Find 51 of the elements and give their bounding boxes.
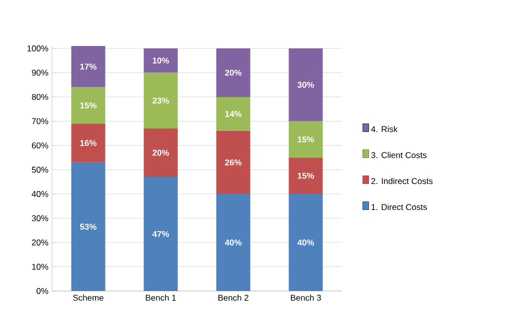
bar <box>216 96 250 131</box>
data-label: 10% <box>152 58 170 64</box>
y-tick-label: 0% <box>36 288 48 294</box>
bar <box>216 48 250 97</box>
bar <box>216 194 250 291</box>
bar <box>144 72 178 128</box>
data-label: 17% <box>80 64 97 70</box>
bar <box>288 194 323 291</box>
bar <box>144 128 178 177</box>
bar <box>71 162 106 291</box>
x-tick-label: Bench 2 <box>218 294 248 301</box>
data-label: 40% <box>224 239 242 246</box>
bar <box>288 48 323 122</box>
y-tick-label: 20% <box>32 239 48 246</box>
bar <box>144 48 178 73</box>
data-label: 14% <box>225 110 242 117</box>
y-tick-label: 80% <box>32 94 48 100</box>
data-label: 40% <box>297 239 314 246</box>
x-tick-label: Scheme <box>73 294 104 301</box>
y-tick-label: 70% <box>32 118 48 124</box>
bar <box>71 46 106 88</box>
data-label: 20% <box>225 70 242 76</box>
bar <box>144 176 178 291</box>
legend-label: 4. Risk <box>371 126 398 132</box>
bar <box>288 121 323 158</box>
data-label: 23% <box>152 98 170 104</box>
data-label: 15% <box>298 136 314 142</box>
y-tick-label: 50% <box>32 166 48 173</box>
bar <box>288 158 323 194</box>
data-label: 20% <box>152 150 170 156</box>
x-tick-label: Bench 1 <box>146 294 176 301</box>
y-tick-label: 100% <box>27 45 48 52</box>
data-label: 15% <box>80 102 97 108</box>
legend-label: 2. Indirect Costs <box>371 178 433 184</box>
y-tick-label: 40% <box>32 190 48 197</box>
data-label: 53% <box>80 224 97 230</box>
data-label: 47% <box>152 231 170 237</box>
legend-label: 1. Direct Costs <box>372 204 427 210</box>
bar <box>216 130 250 194</box>
bar <box>71 87 106 124</box>
y-tick-label: 30% <box>32 215 48 222</box>
legend-label: 3. Client Costs <box>371 152 426 158</box>
data-label: 16% <box>80 140 97 146</box>
y-tick-label: 90% <box>32 70 48 76</box>
y-tick-label: 10% <box>32 264 48 270</box>
data-label: 26% <box>225 159 242 166</box>
x-tick-label: Bench 3 <box>290 294 321 301</box>
data-label: 30% <box>297 82 314 88</box>
y-tick-label: 60% <box>32 142 48 148</box>
bar <box>71 124 106 162</box>
data-label: 15% <box>298 172 314 179</box>
